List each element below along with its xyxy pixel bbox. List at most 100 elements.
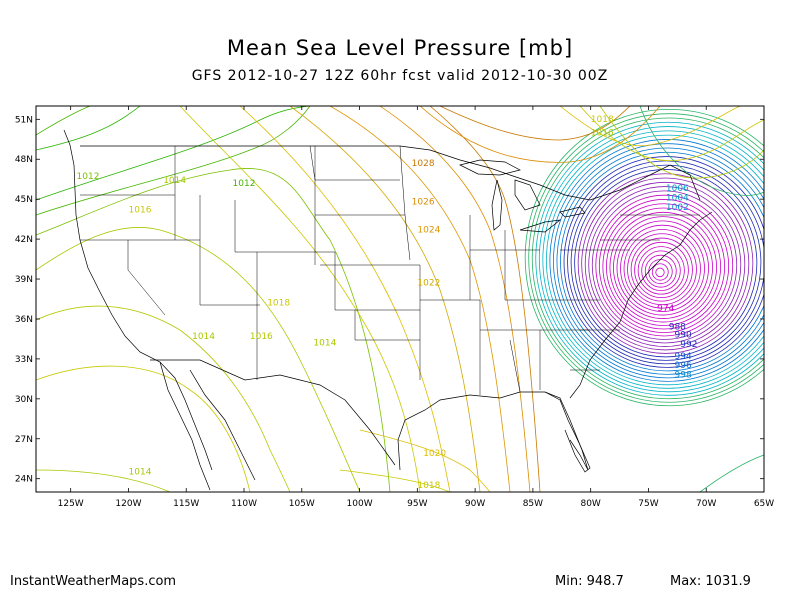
lat-tick-label: 51N [15,115,33,125]
isobar-line [36,106,311,216]
isobar-ring [616,220,709,316]
isobar-ring [588,186,742,344]
geography-layer [63,129,713,491]
isobar-line [439,106,631,141]
mexico-border [150,359,396,466]
isobar-line [579,106,764,162]
isobar-line [419,106,661,163]
isobar-line [179,106,421,492]
isobar-ring [644,254,677,288]
source-credit[interactable]: InstantWeatherMaps.com [10,574,177,589]
max-label: Max: [670,574,702,589]
isobar-label: 1012 [77,172,100,182]
max-readout: Max: 1031.9 [670,574,751,589]
lat-tick-label: 30N [15,395,33,405]
lake-superior [458,159,521,176]
isobar-ring [581,177,750,351]
isobar-ring [524,109,764,407]
lon-tick-label: 110W [231,499,257,509]
mexico-mainland-coast [189,369,256,481]
isobar-line [559,106,741,147]
isobar-label: 1016 [129,205,152,215]
isobar-line [339,469,451,492]
lake-michigan [491,179,503,231]
isobar-line [239,106,451,492]
isobar-ring [637,246,685,295]
isobar-line [359,429,491,492]
state-lines [80,145,700,395]
lon-tick-label: 120W [115,499,141,509]
pacific-coastline [63,129,213,471]
isobar-line [699,454,764,492]
isobar-ring [574,169,758,358]
lon-tick-label: 125W [58,499,84,509]
isobar-ring [577,173,754,354]
isobar-ring [542,130,764,389]
isobar-ring [602,203,726,330]
isobar-label: 1018 [417,481,440,491]
atlantic-coastline [569,211,713,399]
isobar-ring [630,237,693,302]
lat-tick-label: 48N [15,155,33,165]
lon-tick-label: 75W [638,499,658,509]
isobar-label: 1004 [666,194,689,204]
isobar-label: 1024 [417,225,440,235]
isobar-line [36,106,141,151]
lat-tick-label: 24N [15,475,33,485]
isobar-ring [609,211,717,323]
lat-tick-label: 27N [15,435,33,445]
lake-ontario [559,206,586,218]
isobar-ring [570,164,762,361]
isobar-label: 1016 [591,128,614,138]
isobar-label: 1018 [267,299,290,309]
lake-huron [514,179,541,211]
lat-tick-label: 45N [15,195,33,205]
map-subtitle: GFS 2012-10-27 12Z 60hr fcst valid 2012-… [191,68,609,84]
isobar-ring [598,199,730,333]
isobar-label: 1020 [423,449,446,459]
isobar-label: 994 [675,352,692,362]
isobar-line [36,305,291,492]
isobar-ring [623,229,701,309]
min-label: Min: [555,574,583,589]
isobar-ring [591,190,738,340]
lon-tick-label: 65W [754,499,774,509]
isobar-label: 1012 [233,179,256,189]
isobar-ring [613,216,713,319]
florida-outline [544,391,591,473]
lat-tick-label: 36N [15,315,33,325]
isobar-ring [584,181,746,347]
isobar-label: 1022 [417,279,440,289]
isobar-ring [556,147,764,375]
isobar-label: 1016 [250,332,273,342]
isobar-layer [36,106,764,492]
isobar-line [429,106,541,492]
isobar-ring [595,194,734,337]
map-title: Mean Sea Level Pressure [mb] [226,36,574,60]
lon-tick-label: 90W [465,499,485,509]
isobar-ring [620,224,705,312]
isobar-line [36,227,361,492]
isobar-label: 1018 [591,115,614,125]
isobar-ring [531,117,764,400]
isobar-line [36,469,171,492]
isobar-ring [627,233,697,306]
isobar-label: 988 [669,323,686,333]
isobar-label: 998 [675,371,692,381]
isobar-line [36,168,391,492]
isobar-ring [641,250,681,292]
isobar-label: 1014 [163,176,186,186]
isobar-ring [605,207,722,326]
isobar-ring [560,151,764,372]
isobar-line [36,106,340,201]
contour-labels: 1012 1014 1012 1016 1018 1016 1014 1014 1014 1020… [77,106,698,491]
isobar-label: 1028 [412,159,435,169]
max-value: 1031.9 [705,574,751,589]
axis-ticks: 51N 48N 45N 42N 39N 36N 33N 30N 27N 24N 125W 120W 11… [15,106,774,509]
isobar-ring [651,263,669,281]
isobar-line [639,106,764,196]
isobar-label: 990 [675,331,692,341]
lat-tick-label: 42N [15,235,33,245]
isobar-label: 996 [675,361,692,371]
